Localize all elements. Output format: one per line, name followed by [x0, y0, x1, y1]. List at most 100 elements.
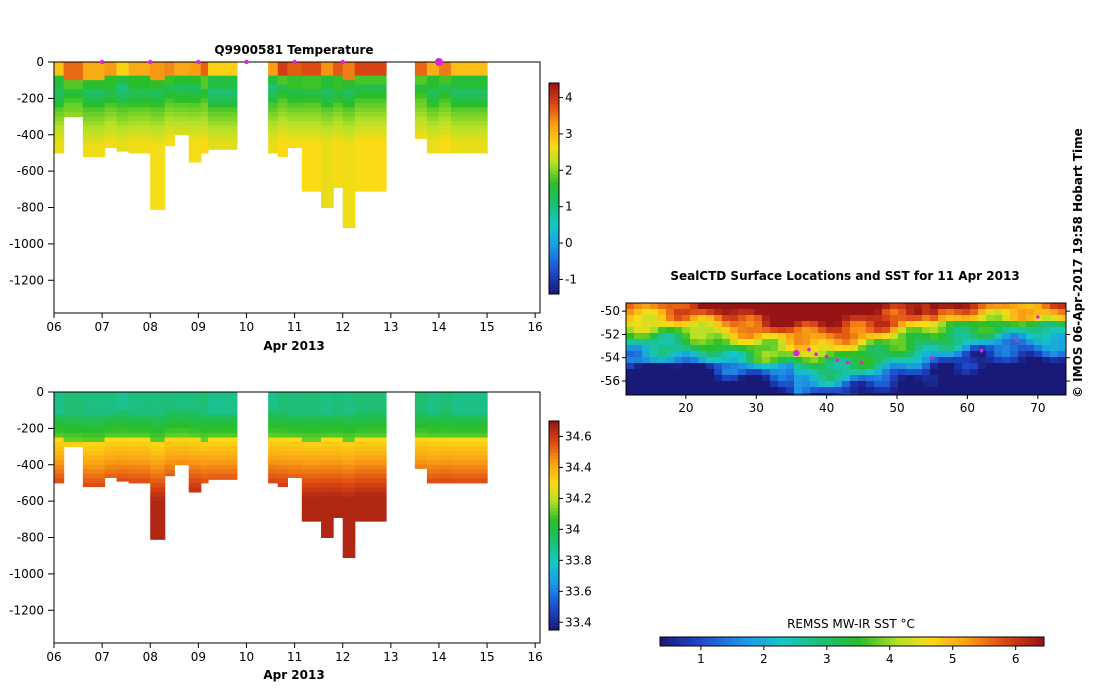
section-cell [342, 401, 356, 407]
section-cell [150, 84, 166, 90]
section-cell [301, 405, 322, 411]
colorbar-segment [549, 528, 559, 533]
section-cell [354, 139, 387, 145]
sst-cell [882, 315, 891, 322]
section-cell [54, 428, 65, 434]
sst-cell [714, 315, 723, 322]
sst-cell [778, 309, 787, 316]
sst-cell [962, 309, 971, 316]
sst-cell [666, 357, 675, 364]
sst-cell [642, 339, 651, 346]
sst-cell [930, 393, 939, 395]
section-cell [354, 482, 387, 488]
section-cell [342, 532, 356, 539]
temperature-title: Q9900581 Temperature [214, 43, 373, 57]
section-cell [207, 432, 238, 438]
sst-cell [986, 375, 995, 382]
sst-cell [698, 339, 707, 346]
section-cell [164, 121, 175, 127]
sst-cell [1050, 369, 1059, 376]
section-cell [54, 139, 65, 145]
section-cell [164, 84, 175, 90]
section-cell [150, 116, 166, 122]
sst-cell [914, 381, 923, 388]
sst-cell [1050, 357, 1059, 364]
section-cell [54, 84, 65, 90]
sst-cell [746, 321, 755, 328]
sst-cell [826, 351, 835, 358]
sst-cell [1058, 345, 1066, 352]
section-cell [354, 125, 387, 131]
section-cell [321, 451, 334, 457]
sst-cell [650, 315, 659, 322]
section-cell [301, 487, 322, 493]
section-cell [333, 455, 344, 461]
sst-cell [834, 315, 843, 322]
sst-cell [858, 357, 867, 364]
section-cell [207, 71, 238, 77]
section-cell [268, 93, 279, 99]
salinity-plot-frame [53, 391, 541, 644]
section-cell [207, 396, 238, 402]
section-cell [164, 125, 175, 131]
surface-marker [340, 59, 345, 65]
section-cell [354, 71, 387, 77]
sst-cell [778, 381, 787, 388]
sst-cell [826, 339, 835, 346]
section-cell [200, 432, 209, 438]
section-cell [116, 134, 130, 140]
sst-cell [730, 363, 739, 370]
section-cell [354, 428, 387, 434]
sst-cell [698, 333, 707, 340]
section-cell [426, 437, 440, 443]
section-cell [321, 89, 334, 95]
sst-cell [674, 381, 683, 388]
section-cell [128, 473, 151, 479]
sst-cell [738, 387, 747, 394]
sst-cell [1058, 351, 1066, 358]
section-cell [333, 510, 344, 516]
section-cell [342, 487, 356, 493]
sst-cell [770, 369, 779, 376]
sst-cell [730, 333, 739, 340]
section-cell [104, 442, 118, 448]
sst-cell [850, 351, 859, 358]
sst-cell [1034, 363, 1043, 370]
sst-cell [794, 369, 803, 376]
sst-cell [898, 387, 907, 394]
sst-cell [986, 387, 995, 394]
section-cell [164, 116, 175, 122]
section-cell [342, 455, 356, 461]
sst-cell [1010, 303, 1019, 310]
sst-cell [850, 303, 859, 310]
section-cell [321, 171, 334, 177]
sst-cell [954, 339, 963, 346]
sst-cell [738, 315, 747, 322]
sst-cell [682, 381, 691, 388]
section-cell [128, 89, 151, 95]
sst-cell [850, 321, 859, 328]
sst-cell [882, 369, 891, 376]
sst-cell [882, 363, 891, 370]
section-cell [333, 414, 344, 420]
section-cell [342, 134, 356, 140]
sst-cell [682, 387, 691, 394]
sst-cell [1042, 315, 1051, 322]
sst-cell [1058, 357, 1066, 364]
sst-cell [1002, 375, 1011, 382]
colorbar-segment [549, 104, 559, 109]
sst-cell [922, 369, 931, 376]
section-cell [414, 80, 428, 86]
sst-cell [730, 345, 739, 352]
track-point [824, 354, 829, 359]
sst-cell [930, 327, 939, 334]
section-cell [128, 139, 151, 145]
sst-cell [858, 381, 867, 388]
sst-cell [946, 321, 955, 328]
sst-cell [978, 327, 987, 334]
section-cell [321, 469, 334, 475]
sst-cell [722, 381, 731, 388]
sst-cell [882, 375, 891, 382]
colorbar-segment [900, 637, 906, 646]
sst-cell [906, 303, 915, 310]
